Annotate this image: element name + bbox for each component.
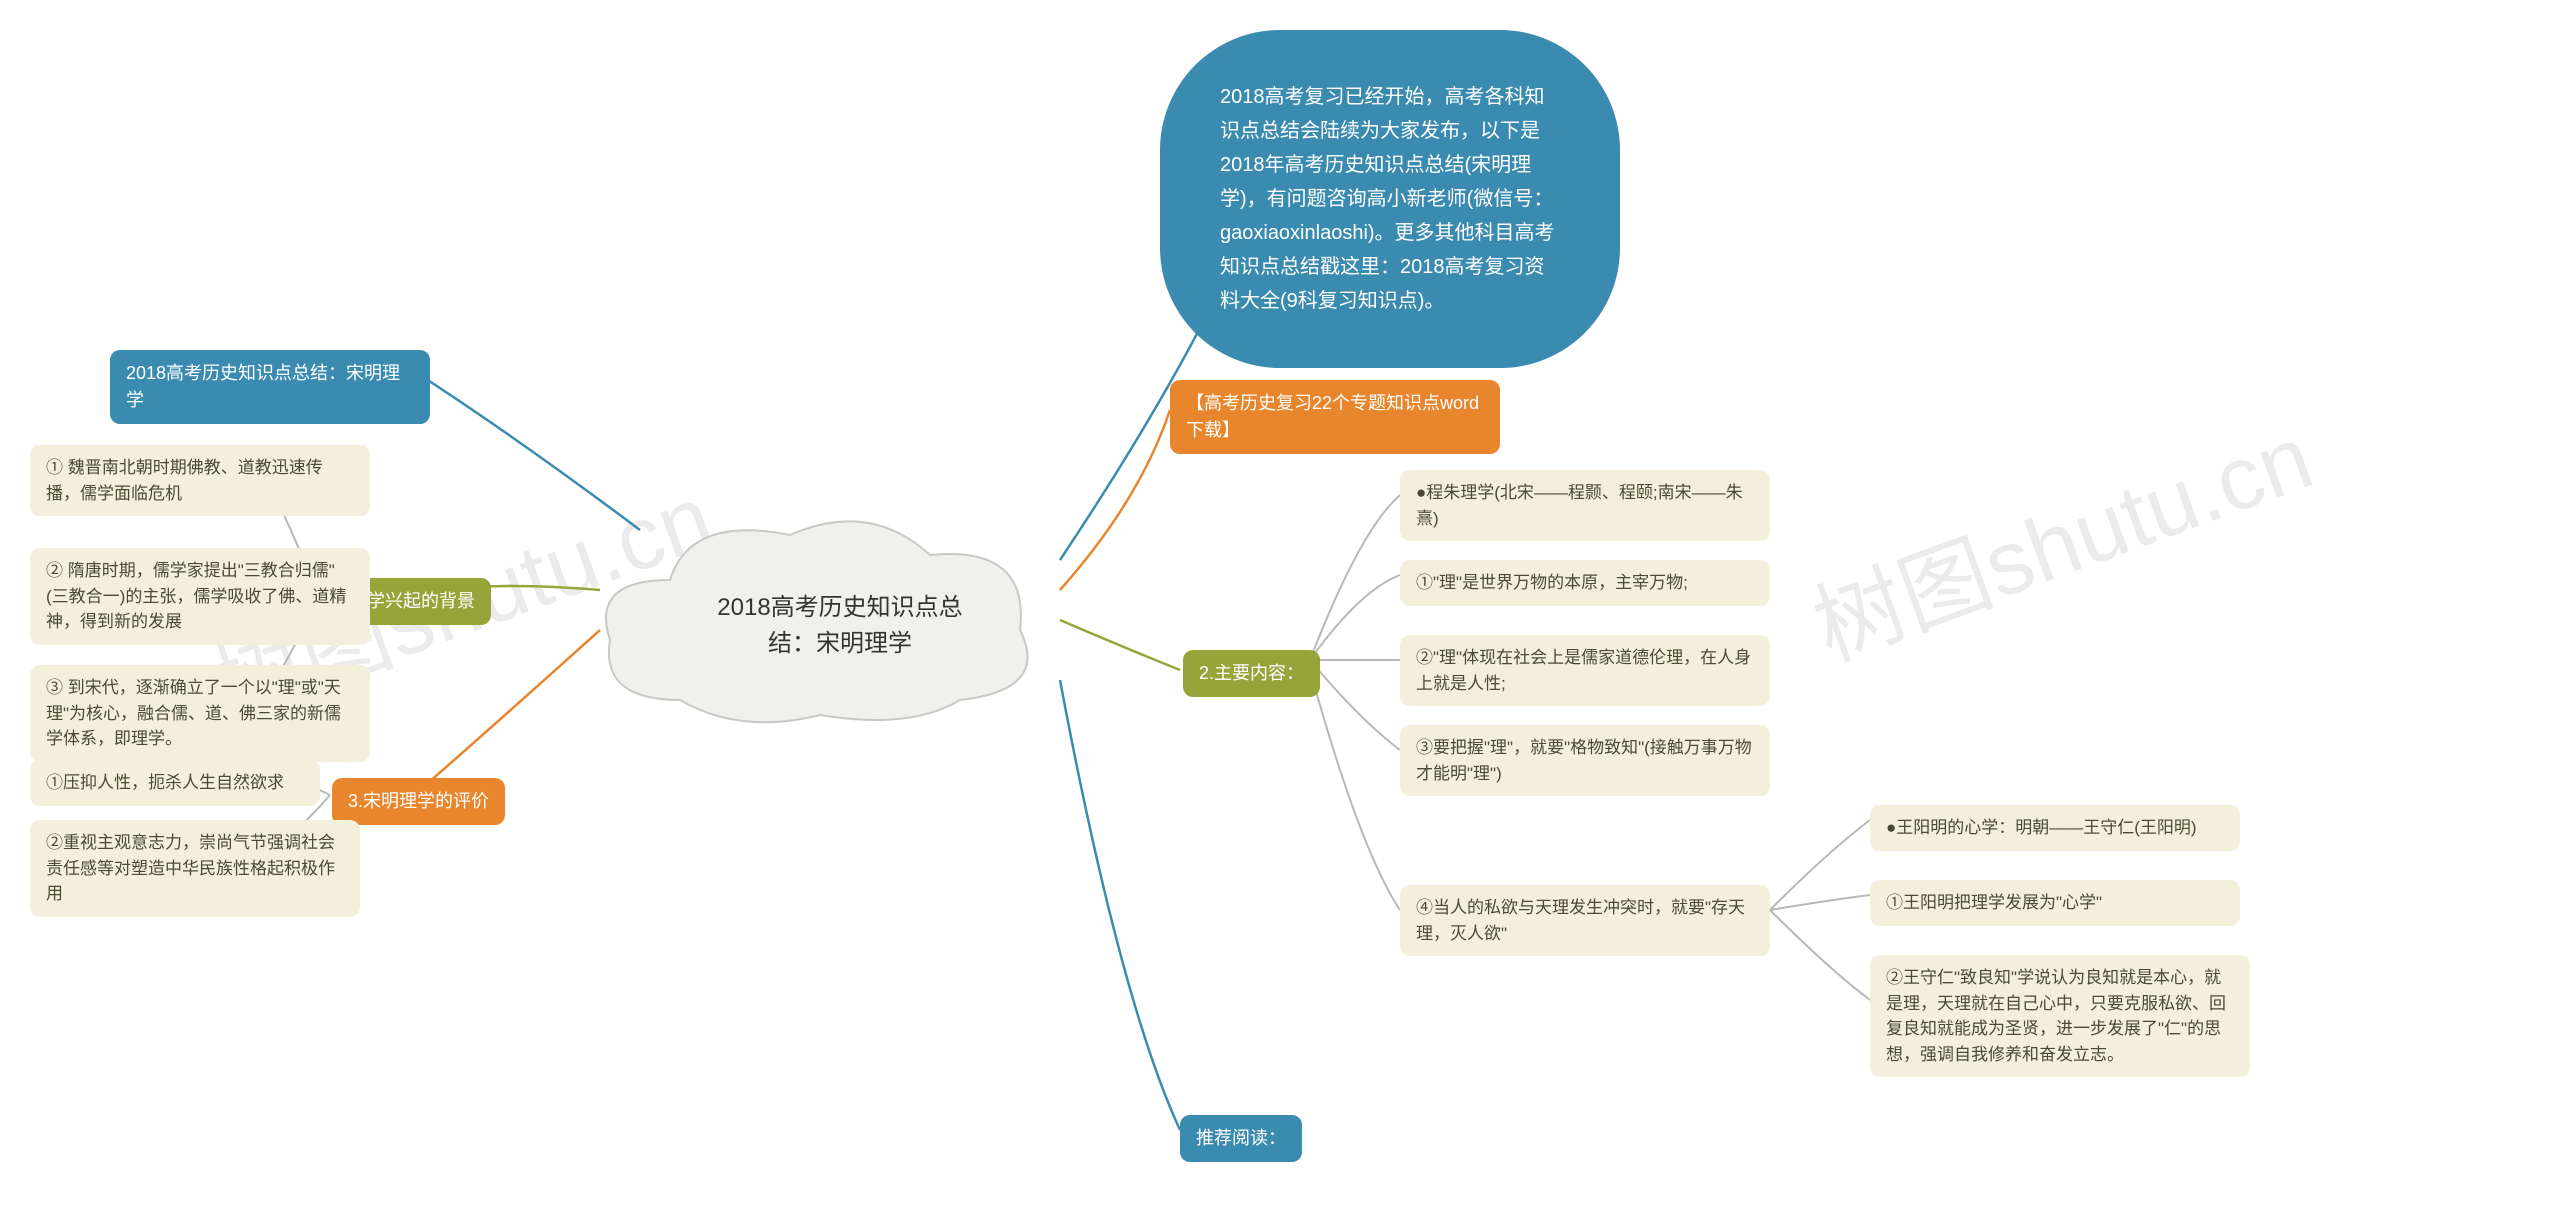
section1-item-2: ③ 到宋代，逐渐确立了一个以"理"或"天理"为核心，融合儒、道、佛三家的新儒学体…: [30, 665, 370, 762]
section1-item-0: ① 魏晋南北朝时期佛教、道教迅速传播，儒学面临危机: [30, 445, 370, 516]
watermark-right: 树图shutu.cn: [1793, 385, 2326, 685]
left-title-node: 2018高考历史知识点总结：宋明理学: [110, 350, 430, 424]
section2-item-1: ①"理"是世界万物的本原，主宰万物;: [1400, 560, 1770, 606]
item4-child-2: ②王守仁"致良知"学说认为良知就是本心，就是理，天理就在自己心中，只要克服私欲、…: [1870, 955, 2250, 1077]
item4-child-0: ●王阳明的心学：明朝——王守仁(王阳明): [1870, 805, 2240, 851]
section1-item-1: ② 隋唐时期，儒学家提出"三教合归儒"(三教合一)的主张，儒学吸收了佛、道精神，…: [30, 548, 370, 645]
intro-node: 2018高考复习已经开始，高考各科知识点总结会陆续为大家发布，以下是2018年高…: [1160, 30, 1620, 368]
section3-label: 3.宋明理学的评价: [332, 778, 505, 825]
center-title: 2018高考历史知识点总结：宋明理学: [700, 590, 980, 662]
item4-child-1: ①王阳明把理学发展为"心学": [1870, 880, 2240, 926]
section2-item-0: ●程朱理学(北宋——程颢、程颐;南宋——朱熹): [1400, 470, 1770, 541]
mindmap-canvas: 树图shutu.cn 树图shutu.cn 2018高考历史知识点总结：宋明理学: [0, 0, 2560, 1219]
recommend-node: 推荐阅读：: [1180, 1115, 1302, 1162]
section2-item-2: ②"理"体现在社会上是儒家道德伦理，在人身上就是人性;: [1400, 635, 1770, 706]
section2-item-3: ③要把握"理"，就要"格物致知"(接触万事万物才能明"理"): [1400, 725, 1770, 796]
section2-label: 2.主要内容：: [1183, 650, 1320, 697]
section2-item4: ④当人的私欲与天理发生冲突时，就要"存天理，灭人欲": [1400, 885, 1770, 956]
section3-item-1: ②重视主观意志力，崇尚气节强调社会责任感等对塑造中华民族性格起积极作用: [30, 820, 360, 917]
section3-item-0: ①压抑人性，扼杀人生自然欲求: [30, 760, 320, 806]
download-node: 【高考历史复习22个专题知识点word下载】: [1170, 380, 1500, 454]
